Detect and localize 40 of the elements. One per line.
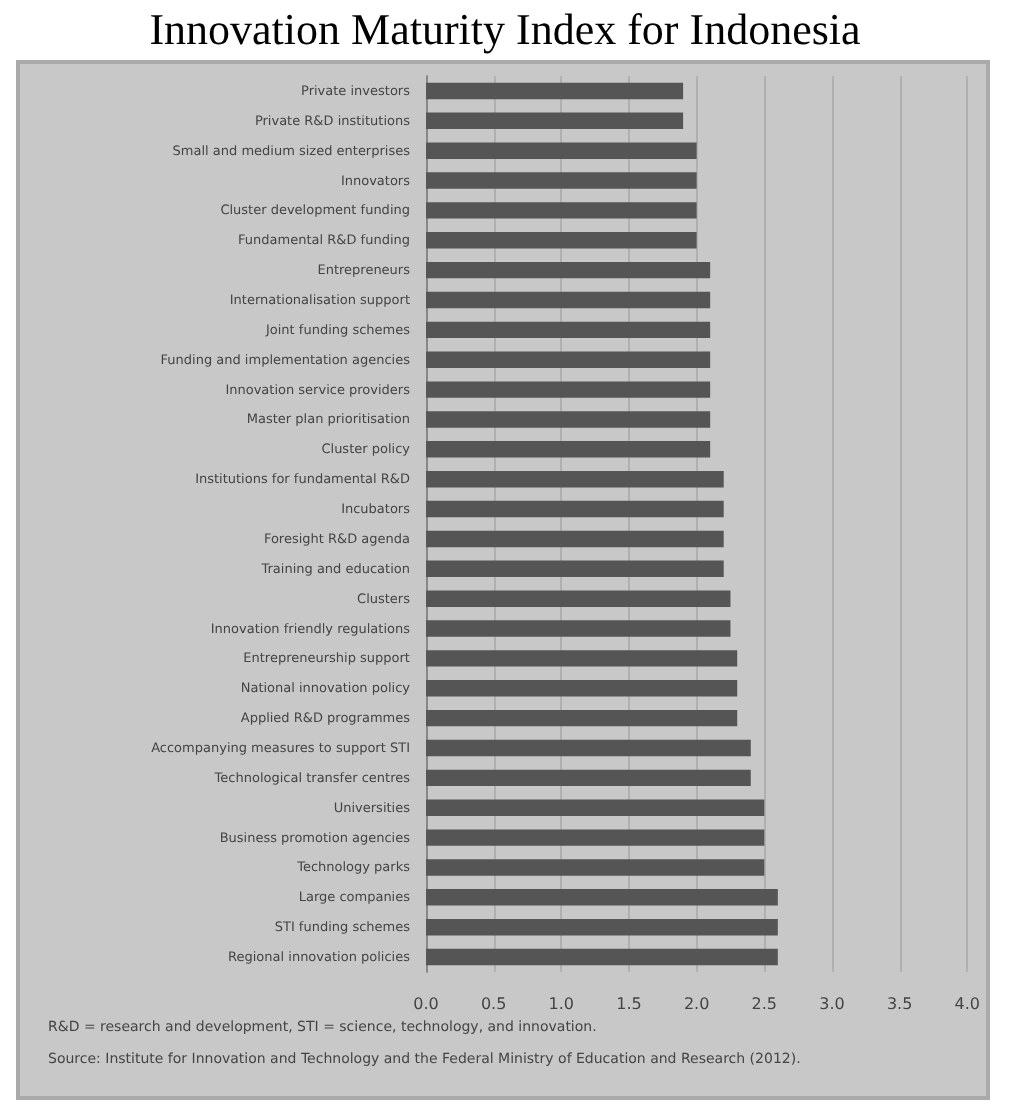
- bar: [426, 799, 765, 816]
- x-tick-label: 2.5: [751, 995, 778, 1013]
- x-tick-label: 3.5: [886, 995, 913, 1013]
- bar: [426, 351, 711, 368]
- bar: [426, 948, 778, 966]
- x-tick-label: 0.5: [480, 995, 507, 1013]
- bar: [426, 112, 684, 130]
- x-tick-label: 2.0: [683, 995, 710, 1013]
- x-tick-label: 1.0: [548, 995, 575, 1013]
- bar: [426, 650, 738, 667]
- bar: [426, 291, 711, 309]
- x-tick-label: 0.0: [413, 995, 439, 1013]
- bar: [426, 142, 697, 159]
- bar: [426, 680, 738, 697]
- bar: [426, 441, 711, 458]
- bar: [426, 918, 778, 936]
- x-tick-label: 4.0: [954, 995, 981, 1013]
- bar: [426, 829, 765, 846]
- bar: [426, 530, 724, 548]
- chart-title: Innovation Maturity Index for Indonesia: [147, 4, 863, 56]
- bar: [426, 709, 738, 727]
- bar: [426, 769, 751, 787]
- bar: [426, 590, 731, 607]
- bar: [426, 261, 711, 279]
- bar: [426, 381, 711, 398]
- bar: [426, 232, 697, 249]
- x-tick-label: 3.0: [819, 995, 845, 1013]
- bar: [426, 500, 724, 518]
- bar: [426, 560, 724, 578]
- bar: [426, 739, 751, 757]
- bar: [426, 411, 711, 428]
- bar: [426, 889, 778, 906]
- bar: [426, 859, 765, 876]
- x-tick-label: 1.5: [616, 995, 642, 1013]
- bar: [426, 172, 697, 189]
- bar: [426, 82, 684, 100]
- bar: [426, 321, 711, 339]
- bar: [426, 202, 697, 219]
- bar: [426, 470, 724, 488]
- bar: [426, 620, 731, 637]
